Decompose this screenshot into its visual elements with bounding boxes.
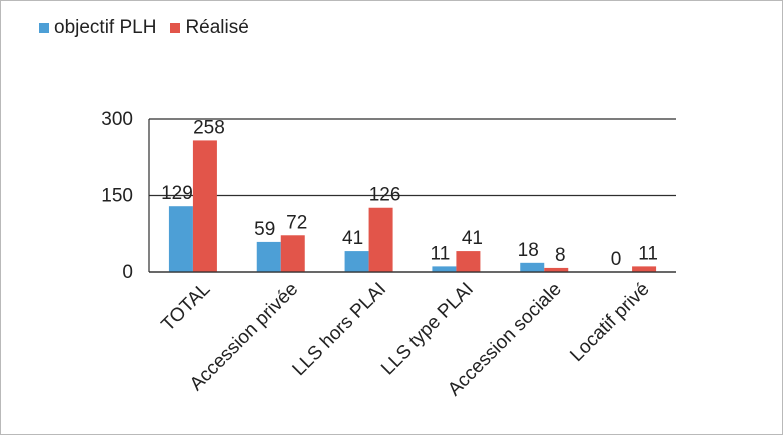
bar-objectif-plh-accession-sociale xyxy=(520,262,545,272)
data-label-objectif-plh-lls-type-plai: 11 xyxy=(431,243,451,264)
bar-realise-locatif-priv- xyxy=(632,266,657,272)
y-tick-label-0: 0 xyxy=(122,262,133,283)
x-tick-label-lls-type-plai: LLS type PLAI xyxy=(377,279,478,380)
data-label-realise-locatif-priv-: 11 xyxy=(638,243,658,264)
legend: objectif PLH Réalisé xyxy=(39,17,263,39)
bar-realise-total xyxy=(192,140,217,272)
x-tick-label-locatif-priv-: Locatif privé xyxy=(566,279,653,366)
data-label-realise-lls-type-plai: 41 xyxy=(462,228,483,249)
legend-swatch-realise xyxy=(170,23,181,33)
y-tick-label-300: 300 xyxy=(101,109,133,130)
legend-label-realise: Réalisé xyxy=(185,17,249,38)
data-label-objectif-plh-lls-hors-plai: 41 xyxy=(342,228,363,249)
data-label-realise-total: 258 xyxy=(193,117,225,138)
data-label-realise-accession-priv-e: 72 xyxy=(286,212,307,233)
bar-objectif-plh-lls-hors-plai xyxy=(344,251,369,272)
bar-realise-lls-hors-plai xyxy=(368,207,393,272)
bar-realise-accession-priv-e xyxy=(280,235,305,272)
legend-swatch-objectif-plh xyxy=(39,23,49,33)
bar-objectif-plh-lls-type-plai xyxy=(432,266,457,272)
x-tick-label-total: TOTAL xyxy=(158,279,215,336)
bar-objectif-plh-total xyxy=(168,206,193,272)
data-label-objectif-plh-total: 129 xyxy=(161,183,193,204)
data-label-realise-lls-hors-plai: 126 xyxy=(369,185,401,206)
y-tick-label-150: 150 xyxy=(101,186,133,207)
bar-objectif-plh-accession-priv-e xyxy=(256,241,281,272)
data-label-objectif-plh-accession-sociale: 18 xyxy=(518,240,539,261)
x-tick-label-lls-hors-plai: LLS hors PLAI xyxy=(289,279,390,380)
bar-realise-lls-type-plai xyxy=(456,251,481,272)
legend-label-objectif-plh: objectif PLH xyxy=(54,17,157,38)
legend-item-objectif-plh: objectif PLH xyxy=(39,17,156,39)
data-label-realise-accession-sociale: 8 xyxy=(555,245,566,266)
data-label-objectif-plh-accession-priv-e: 59 xyxy=(254,219,275,240)
legend-item-realise: Réalisé xyxy=(170,17,249,39)
data-label-objectif-plh-locatif-priv-: 0 xyxy=(611,249,622,270)
bar-realise-accession-sociale xyxy=(544,267,569,272)
